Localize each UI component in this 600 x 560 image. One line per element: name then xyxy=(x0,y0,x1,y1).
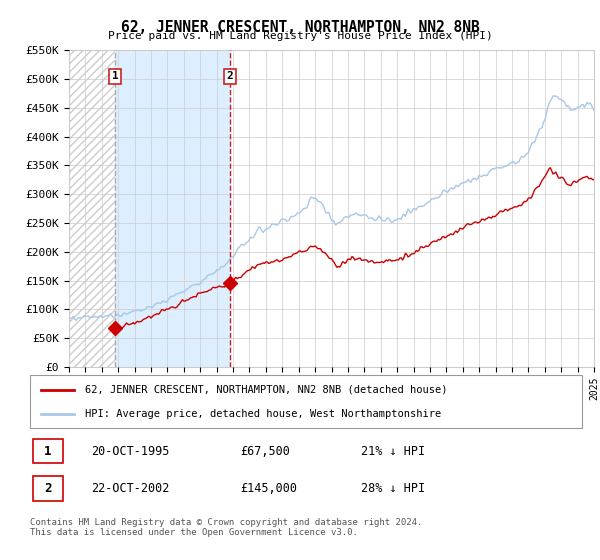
Text: Contains HM Land Registry data © Crown copyright and database right 2024.
This d: Contains HM Land Registry data © Crown c… xyxy=(30,518,422,538)
Text: 2: 2 xyxy=(226,71,233,81)
Text: 2: 2 xyxy=(44,482,52,495)
FancyBboxPatch shape xyxy=(30,375,582,428)
Text: 1: 1 xyxy=(44,445,52,458)
Text: 62, JENNER CRESCENT, NORTHAMPTON, NN2 8NB: 62, JENNER CRESCENT, NORTHAMPTON, NN2 8N… xyxy=(121,20,479,35)
Text: £145,000: £145,000 xyxy=(240,482,297,495)
FancyBboxPatch shape xyxy=(33,477,63,501)
Text: 28% ↓ HPI: 28% ↓ HPI xyxy=(361,482,425,495)
Text: £67,500: £67,500 xyxy=(240,445,290,458)
FancyBboxPatch shape xyxy=(33,439,63,464)
Text: HPI: Average price, detached house, West Northamptonshire: HPI: Average price, detached house, West… xyxy=(85,409,442,419)
Bar xyxy=(115,50,230,367)
Text: 62, JENNER CRESCENT, NORTHAMPTON, NN2 8NB (detached house): 62, JENNER CRESCENT, NORTHAMPTON, NN2 8N… xyxy=(85,385,448,395)
Text: 22-OCT-2002: 22-OCT-2002 xyxy=(91,482,169,495)
Text: 20-OCT-1995: 20-OCT-1995 xyxy=(91,445,169,458)
Text: Price paid vs. HM Land Registry's House Price Index (HPI): Price paid vs. HM Land Registry's House … xyxy=(107,31,493,41)
Text: 21% ↓ HPI: 21% ↓ HPI xyxy=(361,445,425,458)
Text: 1: 1 xyxy=(112,71,118,81)
